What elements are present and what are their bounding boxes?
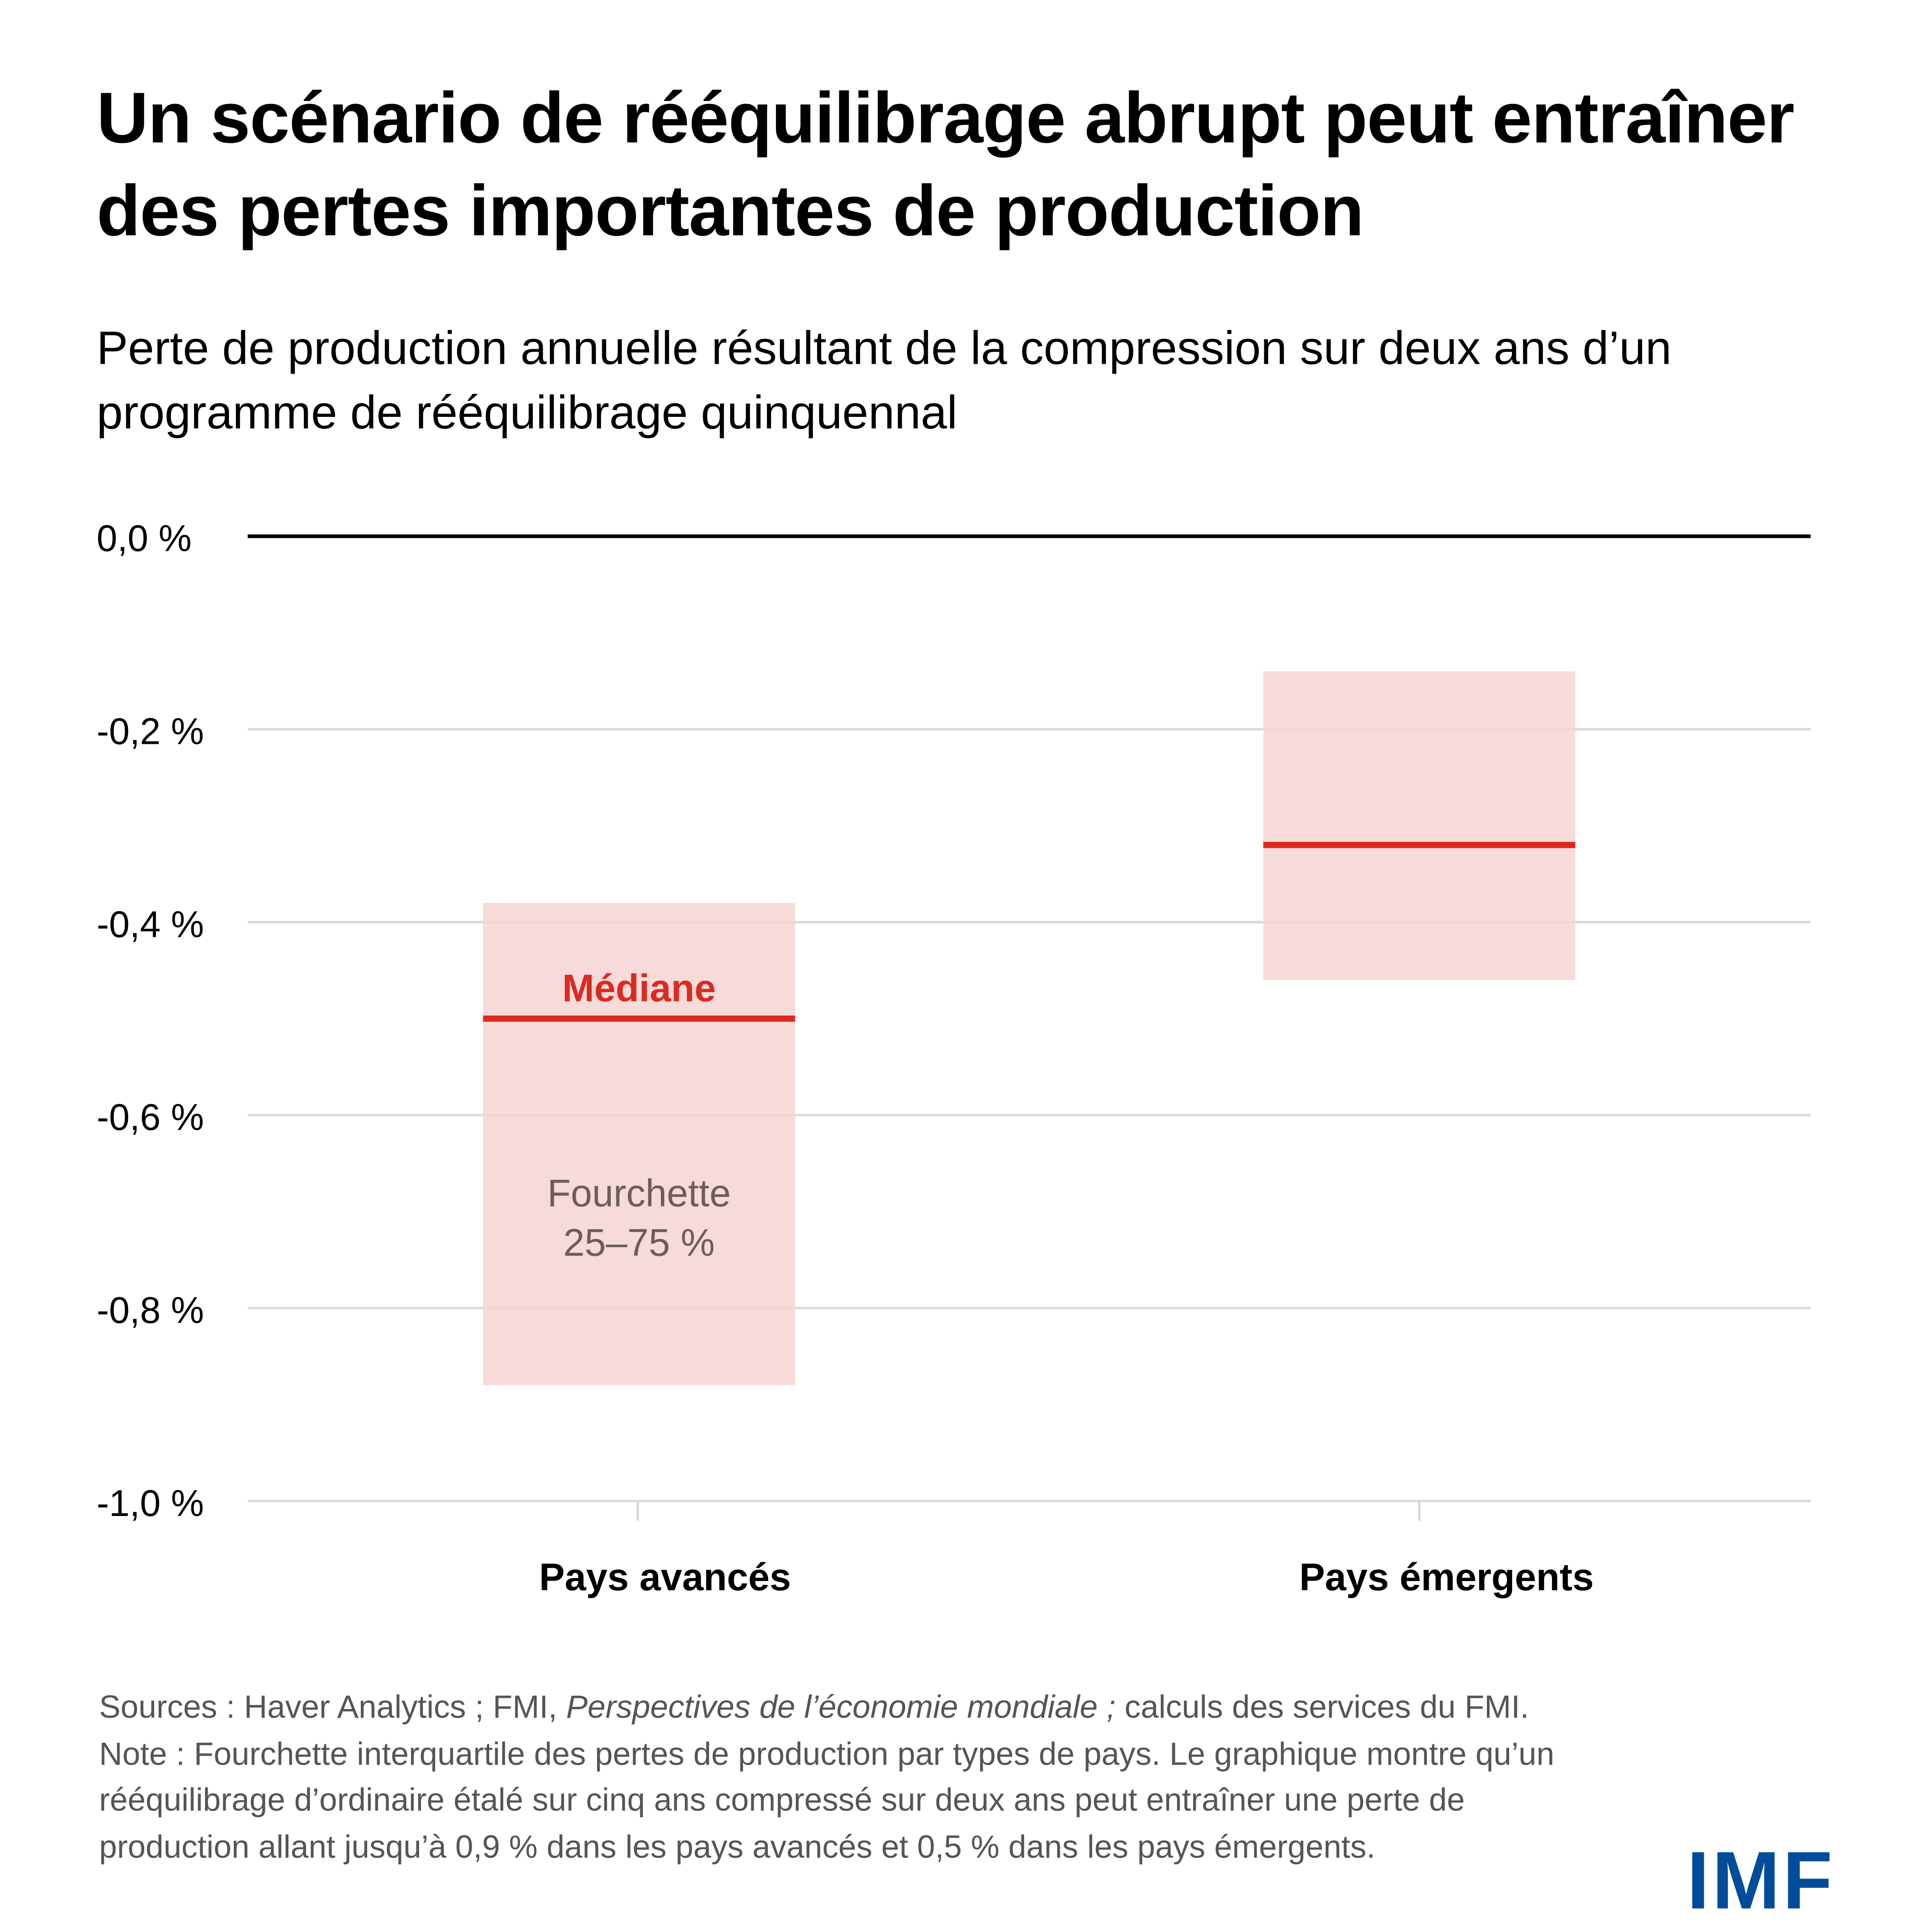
sources-line: Sources : Haver Analytics ; FMI, Perspec…	[99, 1684, 1647, 1731]
y-tick-label: -0,2 %	[97, 710, 204, 752]
sources-publication: Perspectives de l’économie mondiale ;	[566, 1688, 1116, 1725]
y-tick-label: -0,8 %	[97, 1290, 204, 1331]
range-annotation-line1: Fourchette	[547, 1172, 731, 1215]
chart-title: Un scénario de rééquilibrage abrupt peut…	[96, 78, 1795, 252]
sources-prefix: Sources : Haver Analytics ; FMI,	[99, 1688, 566, 1725]
imf-logo: IMF	[1687, 1834, 1835, 1926]
chart-subtitle: Perte de production annuelle résultant d…	[96, 323, 1672, 440]
y-tick-label: -0,6 %	[97, 1097, 204, 1138]
median-annotation: Médiane	[562, 967, 716, 1010]
range-annotation-line2: 25–75 %	[563, 1222, 715, 1264]
sources-suffix: calculs des services du FMI.	[1115, 1688, 1529, 1725]
y-tick-label: -1,0 %	[97, 1483, 204, 1524]
y-tick-label: -0,4 %	[97, 904, 204, 945]
category-label: Pays avancés	[539, 1556, 791, 1599]
range-bar	[483, 903, 795, 1385]
range-bar	[1263, 671, 1575, 980]
notes: Sources : Haver Analytics ; FMI, Perspec…	[99, 1684, 1647, 1870]
y-tick-label: 0,0 %	[97, 518, 192, 559]
category-label: Pays émergents	[1299, 1556, 1594, 1599]
note-text: Note : Fourchette interquartile des pert…	[99, 1734, 1555, 1865]
